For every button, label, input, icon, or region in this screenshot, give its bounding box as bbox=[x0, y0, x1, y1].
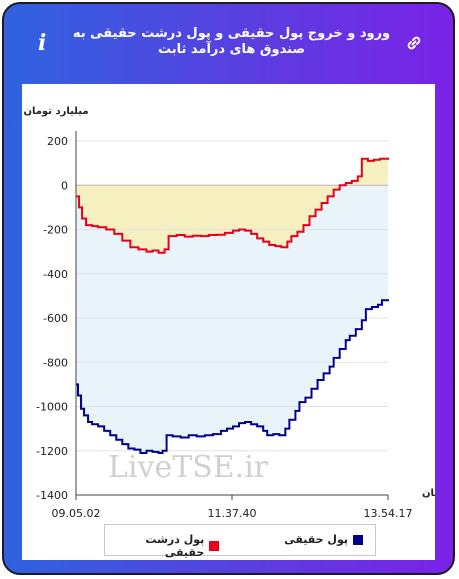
y-tick-label: -600 bbox=[43, 312, 68, 325]
x-tick-label: 09.05.02 bbox=[52, 507, 101, 520]
chart-panel: 200 0 -200 -400 -600 -800 -1000 -1200 -1400 09.05… bbox=[22, 84, 435, 560]
y-tick-label: -400 bbox=[43, 268, 68, 281]
legend-item-real[interactable]: پول حقیقی bbox=[284, 533, 363, 546]
legend-swatch-big bbox=[209, 541, 219, 551]
series-line-real bbox=[76, 299, 389, 454]
area-fill-lower bbox=[76, 157, 388, 453]
y-tick-label: -1400 bbox=[36, 489, 68, 502]
y-tick-label: 0 bbox=[61, 179, 68, 192]
legend-item-big[interactable]: پول درشت حقیقی bbox=[105, 533, 219, 559]
y-tick-label: 200 bbox=[47, 135, 68, 148]
watermark: LiveTSE.ir bbox=[108, 450, 269, 485]
legend-swatch-real bbox=[353, 534, 363, 545]
series-line-big bbox=[76, 157, 389, 254]
x-tick-label: 11.37.40 bbox=[208, 507, 257, 520]
card-header: i ورود و خروج پول حقیقی و پول درشت حقیقی… bbox=[4, 4, 453, 82]
chart-legend: پول حقیقی پول درشت حقیقی bbox=[104, 524, 376, 559]
y-tick-label: -1000 bbox=[36, 401, 68, 414]
y-axis-label: میلیارد تومان bbox=[23, 106, 88, 117]
y-tick-label: -800 bbox=[43, 356, 68, 369]
x-tick-label: 13.54.17 bbox=[364, 507, 413, 520]
legend-label-big: پول درشت حقیقی bbox=[145, 533, 205, 559]
chart-title: ورود و خروج پول حقیقی و پول درشت حقیقی ب… bbox=[72, 26, 391, 57]
line-chart: 200 0 -200 -400 -600 -800 -1000 -1200 -1400 09.05… bbox=[23, 106, 435, 520]
legend-label-real: پول حقیقی bbox=[284, 533, 348, 546]
chart-card: i ورود و خروج پول حقیقی و پول درشت حقیقی… bbox=[2, 2, 455, 575]
x-axis-label: زمان bbox=[422, 488, 435, 499]
area-fill-upper bbox=[76, 157, 388, 253]
info-icon[interactable]: i bbox=[38, 30, 47, 56]
y-tick-label: -200 bbox=[43, 224, 68, 237]
link-icon[interactable] bbox=[405, 34, 423, 52]
y-tick-label: -1200 bbox=[36, 445, 68, 458]
